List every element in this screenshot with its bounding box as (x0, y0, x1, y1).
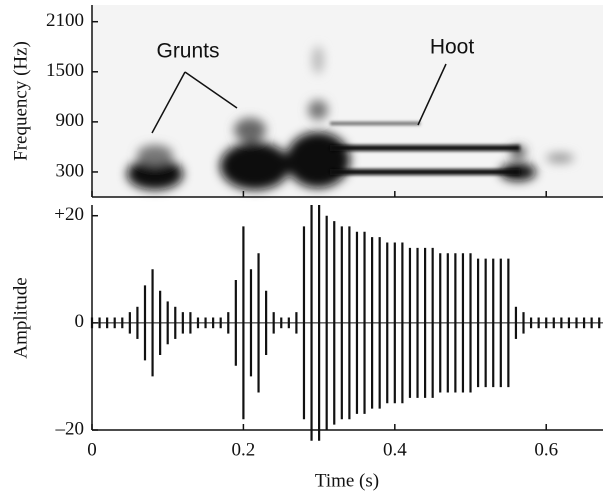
pointer (417, 63, 447, 126)
y-tick-label: 1500 (46, 60, 84, 81)
annotation: Hoot (430, 36, 475, 59)
hoot-bands (330, 122, 520, 175)
x-tick-label: 0.4 (383, 439, 407, 460)
y-axis-title: Frequency (Hz) (10, 41, 31, 161)
pointer (151, 71, 186, 134)
y-tick-label: –20 (55, 418, 85, 439)
y-tick-label: 300 (56, 160, 85, 181)
x-tick-label: 0 (87, 439, 97, 460)
pointer (184, 71, 238, 109)
spectrogram (92, 5, 603, 197)
y-tick-label: 900 (56, 110, 85, 131)
y-tick-label: 2100 (46, 10, 84, 31)
annotation: Grunts (156, 40, 219, 63)
y-tick-label: 0 (75, 311, 85, 332)
y-tick-label: +20 (54, 204, 84, 225)
x-axis-title: Time (s) (315, 470, 379, 491)
y-axis-title: Amplitude (10, 277, 31, 358)
x-tick-label: 0.6 (534, 439, 558, 460)
x-tick-label: 0.2 (232, 439, 256, 460)
